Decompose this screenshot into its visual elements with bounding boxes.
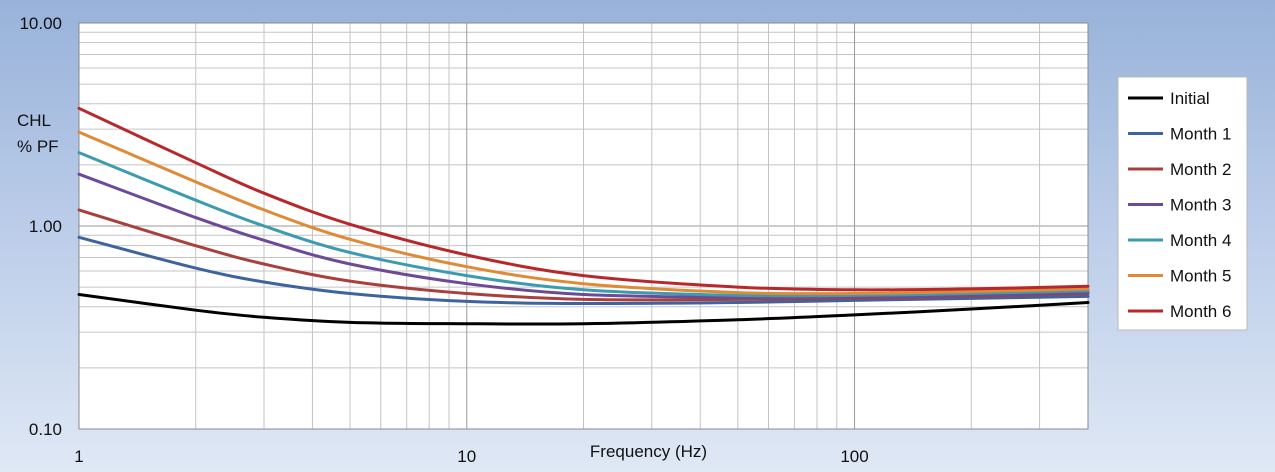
series-line-4 — [77, 172, 1090, 300]
legend-label-1: Initial — [1170, 89, 1210, 108]
series-lines — [77, 106, 1090, 326]
legend-label-6: Month 5 — [1170, 267, 1231, 286]
series-line-6 — [77, 130, 1090, 296]
x-tick-label: 100 — [840, 447, 868, 466]
legend-label-2: Month 1 — [1170, 125, 1231, 144]
legend-label-3: Month 2 — [1170, 160, 1231, 179]
series-line-1 — [77, 293, 1090, 326]
series-line-2 — [77, 235, 1090, 306]
legend: Initial Month 1 Month 2 Month 3 Month 4 Month… — [1128, 89, 1231, 321]
x-axis-title: Frequency (Hz) — [590, 442, 707, 461]
y-tick-label: 1.00 — [29, 217, 62, 236]
y-axis-title-line-1: CHL — [17, 111, 51, 130]
y-tick-label: 0.10 — [29, 420, 62, 439]
grid-lines — [78, 22, 1089, 430]
plot-border — [78, 22, 1089, 430]
legend-label-5: Month 4 — [1170, 231, 1231, 250]
legend-label-7: Month 6 — [1170, 302, 1231, 321]
y-axis-title-line-2: % PF — [17, 137, 59, 156]
tick-labels: 10.00 1.00 0.10 1 10 100 — [19, 14, 868, 466]
series-line-5 — [77, 151, 1090, 298]
x-tick-label: 10 — [457, 447, 476, 466]
series-line-7 — [77, 106, 1090, 292]
x-tick-label: 1 — [74, 447, 83, 466]
legend-label-4: Month 3 — [1170, 196, 1231, 215]
y-tick-label: 10.00 — [19, 14, 62, 33]
